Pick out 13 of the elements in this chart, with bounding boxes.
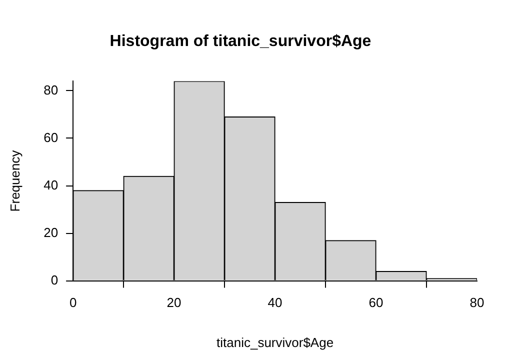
y-tick-label: 20 <box>44 224 58 240</box>
y-tick-label: 80 <box>44 82 58 98</box>
y-axis-title: Frequency <box>7 150 22 212</box>
x-tick-label: 80 <box>470 295 484 310</box>
x-tick-label: 20 <box>166 295 182 310</box>
chart-title: Histogram of titanic_survivor$Age <box>110 33 372 50</box>
x-tick-label: 0 <box>69 295 77 310</box>
x-tick-label: 60 <box>368 295 384 310</box>
y-tick-label: 0 <box>50 272 58 288</box>
y-tick-label: 60 <box>44 130 58 145</box>
x-axis-title: titanic_survivor$Age <box>216 334 334 350</box>
x-tick-label: 40 <box>268 295 282 310</box>
y-tick-label: 40 <box>44 177 58 192</box>
